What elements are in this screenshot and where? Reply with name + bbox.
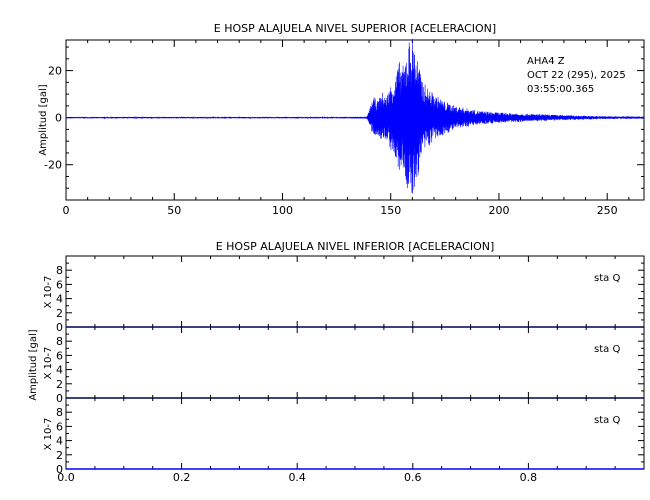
top-axis-ticks: 0 50 100 150 200 250 -20 0 20 xyxy=(44,40,644,217)
bottom-panel: 024 68X 10-7 sta Q xyxy=(43,255,645,334)
time-label: 03:55:00.365 xyxy=(527,84,594,95)
bottom-y-tick-label: 4 xyxy=(56,435,63,448)
bottom-x-tick-label: 0.2 xyxy=(173,471,191,484)
bottom-y-tick-label: 8 xyxy=(56,264,63,277)
bottom-x-tick-label: 0.4 xyxy=(288,471,306,484)
top-seismic-trace xyxy=(65,38,645,194)
bottom-panel-frame xyxy=(65,326,645,399)
bottom-y-tick-label: 0 xyxy=(56,463,63,476)
top-x-tick-label: 250 xyxy=(597,204,618,217)
bottom-y-tick-label: 2 xyxy=(56,378,63,391)
bottom-y-tick-label: 6 xyxy=(56,278,63,291)
top-plot-frame xyxy=(65,39,645,201)
bottom-y-tick-label: 4 xyxy=(56,293,63,306)
bottom-panel-station-label: sta Q xyxy=(594,415,620,426)
bottom-y-tick-label: 2 xyxy=(56,307,63,320)
bottom-y-axis-label: Amplitud [gal] xyxy=(28,329,39,400)
top-y-axis-label: Amplitud [gal] xyxy=(38,84,49,155)
bottom-y-tick-label: 6 xyxy=(56,349,63,362)
bottom-panel-frame xyxy=(65,397,645,470)
bottom-panel-station-label: sta Q xyxy=(594,273,620,284)
top-x-tick-label: 200 xyxy=(488,204,509,217)
bottom-panel-scale-label: X 10-7 xyxy=(43,276,54,309)
bottom-panel: 024 68X 10-7 sta Q xyxy=(43,326,645,405)
bottom-panel-scale-label: X 10-7 xyxy=(43,347,54,380)
bottom-y-tick-label: 2 xyxy=(56,449,63,462)
bottom-x-tick-label: 0.6 xyxy=(404,471,422,484)
top-chart-title: E HOSP ALAJUELA NIVEL SUPERIOR [ACELERAC… xyxy=(214,22,496,35)
bottom-x-tick-label: 0.0 xyxy=(57,471,75,484)
bottom-chart-title: E HOSP ALAJUELA NIVEL INFERIOR [ACELERAC… xyxy=(216,240,495,253)
bottom-y-tick-label: 8 xyxy=(56,406,63,419)
top-x-tick-label: 50 xyxy=(167,204,181,217)
top-x-tick-label: 100 xyxy=(272,204,293,217)
top-y-tick-label: 20 xyxy=(48,65,62,78)
top-y-tick-label: -20 xyxy=(44,159,62,172)
bottom-y-tick-label: 0 xyxy=(56,321,63,334)
bottom-panel-station-label: sta Q xyxy=(594,344,620,355)
bottom-panel: 024 68X 10-7 sta Q xyxy=(43,397,645,476)
bottom-x-tick-label: 0.8 xyxy=(520,471,538,484)
bottom-y-tick-label: 4 xyxy=(56,364,63,377)
bottom-y-tick-label: 8 xyxy=(56,335,63,348)
bottom-panel-frame xyxy=(65,255,645,328)
top-x-tick-label: 150 xyxy=(380,204,401,217)
station-label: AHA4 Z xyxy=(527,56,565,67)
top-x-tick-label: 0 xyxy=(63,204,70,217)
bottom-y-tick-label: 0 xyxy=(56,392,63,405)
bottom-y-tick-label: 6 xyxy=(56,420,63,433)
date-label: OCT 22 (295), 2025 xyxy=(527,70,626,81)
top-y-tick-label: 0 xyxy=(55,112,62,125)
bottom-panel-scale-label: X 10-7 xyxy=(43,418,54,451)
